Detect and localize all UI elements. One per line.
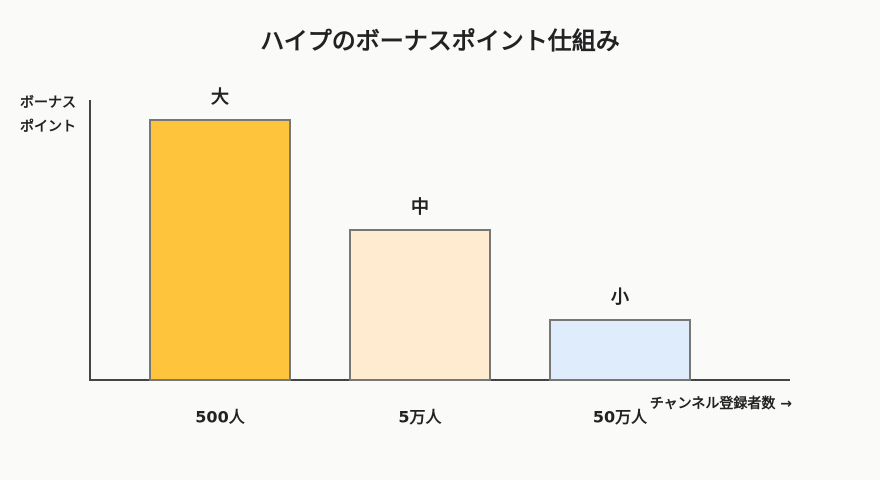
x-axis-label: チャンネル登録者数 → [650,395,792,412]
y-axis-label: ボーナス [20,95,76,111]
bar-label: 小 [611,287,629,308]
chart-title: ハイプのボーナスポイント仕組み [260,27,620,55]
bar [549,319,691,381]
x-tick-label: 500人 [195,408,245,427]
bar [349,229,491,381]
bar-label: 中 [411,196,429,218]
y-axis-label: ポイント [20,118,76,135]
bar-label: 大 [211,86,229,108]
x-tick-label: 50万人 [593,408,648,427]
bar [149,119,291,381]
x-tick-label: 5万人 [398,408,442,427]
